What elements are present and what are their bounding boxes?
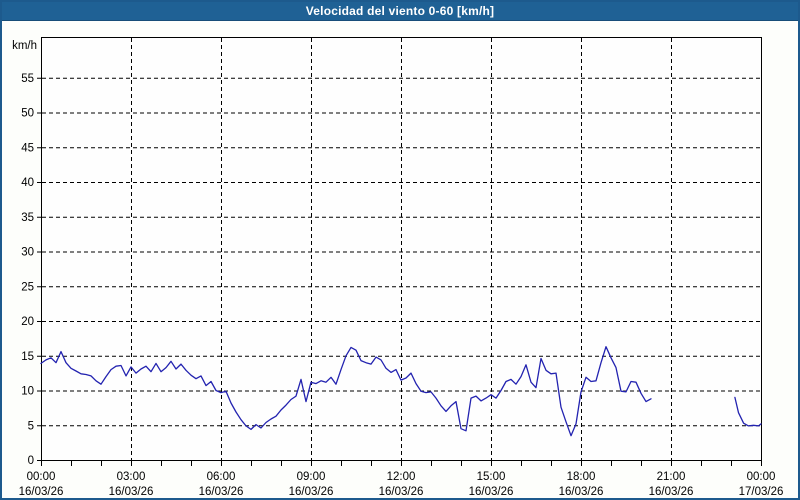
y-tick-label: 10 (21, 386, 34, 398)
window-title: Velocidad del viento 0-60 [km/h] (305, 4, 495, 18)
wind-speed-chart: 0510152025303540455055km/h00:0016/03/260… (12, 37, 784, 498)
x-tick-time-label: 06:00 (207, 471, 236, 483)
x-tick-time-label: 00:00 (747, 471, 776, 483)
x-tick-date-label: 16/03/26 (379, 486, 424, 498)
x-tick-time-label: 03:00 (117, 471, 146, 483)
y-axis-unit-label: km/h (12, 40, 37, 52)
y-tick-label: 15 (21, 351, 34, 363)
x-tick-date-label: 17/03/26 (739, 486, 784, 498)
x-tick-date-label: 16/03/26 (559, 486, 604, 498)
x-tick-time-label: 00:00 (27, 471, 56, 483)
y-tick-label: 0 (28, 455, 34, 467)
y-tick-label: 20 (21, 316, 34, 328)
x-tick-time-label: 12:00 (387, 471, 416, 483)
x-tick-date-label: 16/03/26 (19, 486, 64, 498)
title-bar: Velocidad del viento 0-60 [km/h] (2, 2, 798, 21)
y-tick-label: 30 (21, 247, 34, 259)
wind-speed-line (734, 396, 762, 427)
x-tick-date-label: 16/03/26 (199, 486, 244, 498)
x-tick-date-label: 16/03/26 (289, 486, 334, 498)
y-tick-label: 35 (21, 212, 34, 224)
x-tick-time-label: 15:00 (477, 471, 506, 483)
y-tick-label: 5 (28, 420, 34, 432)
x-tick-date-label: 16/03/26 (469, 486, 514, 498)
x-tick-date-label: 16/03/26 (649, 486, 694, 498)
x-tick-time-label: 09:00 (297, 471, 326, 483)
y-tick-label: 55 (21, 73, 34, 85)
x-axis: 00:00 16/03/26 03:00 16/03/26 06:00 16/03/26 0… (19, 461, 784, 498)
y-tick-label: 40 (21, 177, 34, 189)
x-tick-time-label: 21:00 (657, 471, 686, 483)
y-tick-label: 45 (21, 142, 34, 154)
y-tick-label: 25 (21, 281, 34, 293)
y-tick-label: 50 (21, 108, 34, 120)
y-axis: 0 5 10 15 20 25 30 35 40 45 50 55 km/h (12, 40, 41, 467)
x-tick-date-label: 16/03/26 (109, 486, 154, 498)
wind-speed-line (40, 346, 652, 437)
x-tick-time-label: 18:00 (567, 471, 596, 483)
